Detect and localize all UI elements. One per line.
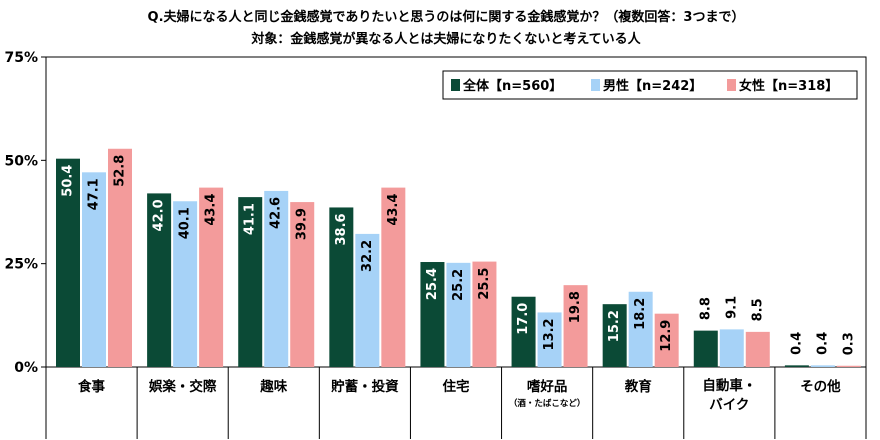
bar-all [329, 207, 354, 367]
value-label: 42.0 [152, 199, 167, 231]
bar-male [719, 329, 744, 367]
bar-male [82, 172, 106, 367]
value-label: 0.3 [841, 332, 856, 355]
bar-all [56, 158, 80, 367]
chart-subtitle: 対象：金銭感覚が異なる人とは夫婦になりたくないと考えている人 [250, 31, 641, 47]
bar-male [537, 312, 562, 367]
x-category-label: 食事 [78, 378, 105, 395]
y-tick-label: 50% [4, 153, 38, 169]
value-label: 15.2 [607, 310, 622, 342]
legend-box [442, 70, 858, 100]
value-label: 39.9 [295, 208, 310, 240]
bar-male [810, 365, 835, 367]
legend-label: 女性【n=318】 [739, 78, 838, 94]
y-tick-label: 0% [14, 360, 38, 376]
bar-all [420, 262, 445, 367]
value-label: 43.4 [204, 194, 219, 226]
bar-female [563, 285, 588, 367]
value-label: 0.4 [815, 332, 830, 355]
value-label: 42.6 [269, 197, 284, 229]
legend: 全体【n=560】 男性【n=242】 女性【n=318】 [442, 70, 858, 100]
bar-female [108, 148, 132, 367]
bars-group [56, 148, 861, 367]
x-category-label: 教育 [625, 378, 652, 395]
value-label: 41.1 [243, 203, 258, 235]
legend-label: 全体【n=560】 [462, 78, 562, 94]
bar-female [836, 365, 861, 367]
value-label: 13.2 [542, 318, 557, 350]
value-label: 25.5 [477, 268, 492, 300]
value-label: 19.8 [568, 291, 583, 323]
value-label: 0.4 [789, 332, 804, 355]
x-category-label: 貯蓄・投資 [331, 378, 399, 395]
bar-female [745, 331, 770, 367]
x-category-label: 趣味 [259, 378, 287, 395]
bar-male [264, 190, 289, 367]
value-label: 50.4 [61, 165, 76, 197]
value-label: 9.1 [724, 296, 739, 319]
value-label: 38.6 [334, 213, 349, 245]
bar-male [173, 201, 198, 367]
value-label: 40.1 [178, 207, 193, 239]
x-axis-labels: 食事 娯楽・交際 趣味 貯蓄・投資 住宅 嗜好品 （酒・たばこなど） 教育 自動車・バイク その他 [45, 367, 867, 439]
value-label: 12.9 [659, 320, 674, 352]
bar-all [511, 296, 536, 367]
value-label: 18.2 [633, 298, 648, 330]
value-label: 8.5 [750, 298, 765, 321]
value-label: 47.1 [87, 178, 102, 210]
x-category-label: バイク [709, 397, 749, 413]
x-category-label: その他 [800, 378, 841, 395]
x-category-label: 嗜好品 [527, 378, 568, 395]
bar-all [693, 330, 718, 367]
legend-swatch [451, 79, 460, 91]
value-label: 25.4 [425, 268, 440, 300]
y-tick-label: 75% [4, 50, 38, 66]
legend-swatch [727, 79, 736, 91]
value-label: 25.2 [451, 269, 466, 301]
legend-label: 男性【n=242】 [603, 78, 702, 94]
x-category-label: 自動車・ [702, 377, 756, 394]
value-label: 52.8 [113, 155, 128, 187]
bar-all [602, 304, 627, 367]
chart-title: Q.夫婦になる人と同じ金銭感覚でありたいと思うのは何に関する金銭感覚か？（複数回… [148, 9, 745, 25]
value-label: 17.0 [516, 303, 531, 335]
x-category-label: 娯楽・交際 [149, 378, 217, 395]
value-label: 8.8 [698, 297, 713, 320]
x-category-label: 住宅 [443, 378, 470, 395]
bar-all [784, 365, 809, 367]
value-label: 32.2 [360, 240, 375, 272]
y-tick-label: 25% [4, 257, 38, 273]
value-labels: 50.4 42.0 41.1 38.6 25.4 17.0 15.2 8.8 0.4 47.1 40… [61, 155, 857, 356]
value-label: 43.4 [386, 194, 401, 226]
bar-male [628, 291, 653, 367]
bar-all [147, 193, 172, 367]
bar-all [238, 197, 263, 367]
legend-swatch [591, 79, 600, 91]
bar-female [472, 261, 497, 367]
bar-female [290, 202, 315, 367]
bar-male [446, 262, 471, 367]
y-axis: 0% 25% 50% 75% [4, 50, 46, 376]
bar-female [654, 313, 679, 367]
bar-female [199, 187, 224, 367]
x-category-sublabel: （酒・たばこなど） [509, 398, 586, 409]
bar-female [381, 187, 406, 367]
bar-male [355, 233, 380, 367]
